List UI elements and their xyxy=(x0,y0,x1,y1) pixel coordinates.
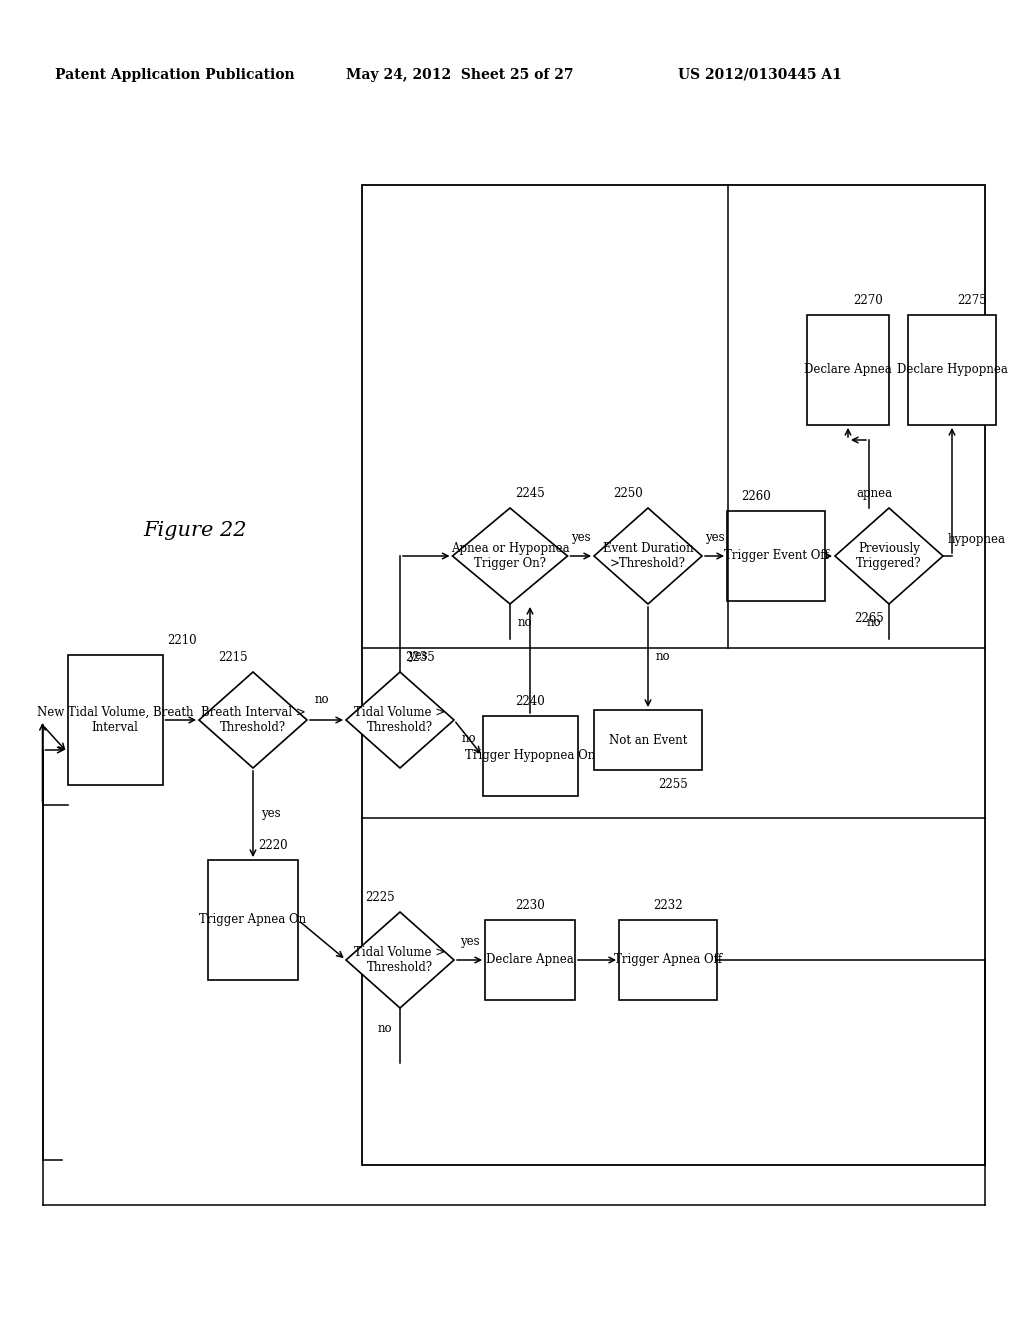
Text: Tidal Volume >
Threshold?: Tidal Volume > Threshold? xyxy=(354,706,445,734)
Text: 2250: 2250 xyxy=(613,487,643,500)
Polygon shape xyxy=(594,508,702,605)
Text: no: no xyxy=(315,693,330,706)
Text: 2220: 2220 xyxy=(258,840,288,851)
Text: Tidal Volume >
Threshold?: Tidal Volume > Threshold? xyxy=(354,946,445,974)
Text: no: no xyxy=(656,651,671,664)
Text: no: no xyxy=(518,615,532,628)
Text: yes: yes xyxy=(460,935,479,948)
Text: no: no xyxy=(866,615,881,628)
Text: no: no xyxy=(378,1022,392,1035)
Text: Event Duration
>Threshold?: Event Duration >Threshold? xyxy=(603,543,693,570)
Text: apnea: apnea xyxy=(856,487,892,500)
Text: yes: yes xyxy=(408,649,428,663)
Text: Trigger Apnea Off: Trigger Apnea Off xyxy=(614,953,722,966)
Text: 2210: 2210 xyxy=(168,634,198,647)
Text: hypopnea: hypopnea xyxy=(948,533,1006,546)
Text: yes: yes xyxy=(571,531,591,544)
Text: Declare Apnea: Declare Apnea xyxy=(486,953,573,966)
Bar xyxy=(482,715,578,796)
Text: Figure 22: Figure 22 xyxy=(143,520,247,540)
Text: 2235: 2235 xyxy=(406,651,435,664)
Text: yes: yes xyxy=(261,808,281,821)
Text: 2230: 2230 xyxy=(515,899,545,912)
Polygon shape xyxy=(346,672,454,768)
Text: 2225: 2225 xyxy=(366,891,395,904)
Text: Declare Hypopnea: Declare Hypopnea xyxy=(897,363,1008,376)
Text: Patent Application Publication: Patent Application Publication xyxy=(55,69,295,82)
Text: 2215: 2215 xyxy=(218,651,248,664)
Polygon shape xyxy=(453,508,567,605)
Text: yes: yes xyxy=(705,531,724,544)
Bar xyxy=(908,315,996,425)
Text: New Tidal Volume, Breath
Interval: New Tidal Volume, Breath Interval xyxy=(37,706,194,734)
Text: Apnea or Hypopnea
Trigger On?: Apnea or Hypopnea Trigger On? xyxy=(451,543,569,570)
Text: 2245: 2245 xyxy=(515,487,545,500)
Text: 2240: 2240 xyxy=(515,696,545,708)
Bar xyxy=(208,861,298,979)
Bar xyxy=(362,185,985,1166)
Text: 2265: 2265 xyxy=(854,612,884,624)
Polygon shape xyxy=(199,672,307,768)
Text: Breath Interval >
Threshold?: Breath Interval > Threshold? xyxy=(201,706,305,734)
Bar xyxy=(727,511,825,601)
Bar xyxy=(807,315,889,425)
Bar xyxy=(68,655,163,785)
Text: US 2012/0130445 A1: US 2012/0130445 A1 xyxy=(678,69,842,82)
Text: Trigger Hypopnea On: Trigger Hypopnea On xyxy=(465,750,595,763)
Text: Declare Apnea: Declare Apnea xyxy=(804,363,892,376)
Bar xyxy=(618,920,717,1001)
Text: 2260: 2260 xyxy=(741,490,771,503)
Text: 2275: 2275 xyxy=(957,294,987,308)
Text: no: no xyxy=(462,733,476,744)
Text: Previously
Triggered?: Previously Triggered? xyxy=(856,543,922,570)
Polygon shape xyxy=(346,912,454,1008)
Text: 2270: 2270 xyxy=(853,294,883,308)
Polygon shape xyxy=(835,508,943,605)
Text: 2232: 2232 xyxy=(653,899,683,912)
Text: Not an Event: Not an Event xyxy=(609,734,687,747)
Bar xyxy=(594,710,702,770)
Text: 2255: 2255 xyxy=(658,777,688,791)
Text: Trigger Event Off: Trigger Event Off xyxy=(724,549,828,562)
Text: Trigger Apnea On: Trigger Apnea On xyxy=(200,913,306,927)
Text: May 24, 2012  Sheet 25 of 27: May 24, 2012 Sheet 25 of 27 xyxy=(346,69,573,82)
Bar xyxy=(485,920,575,1001)
